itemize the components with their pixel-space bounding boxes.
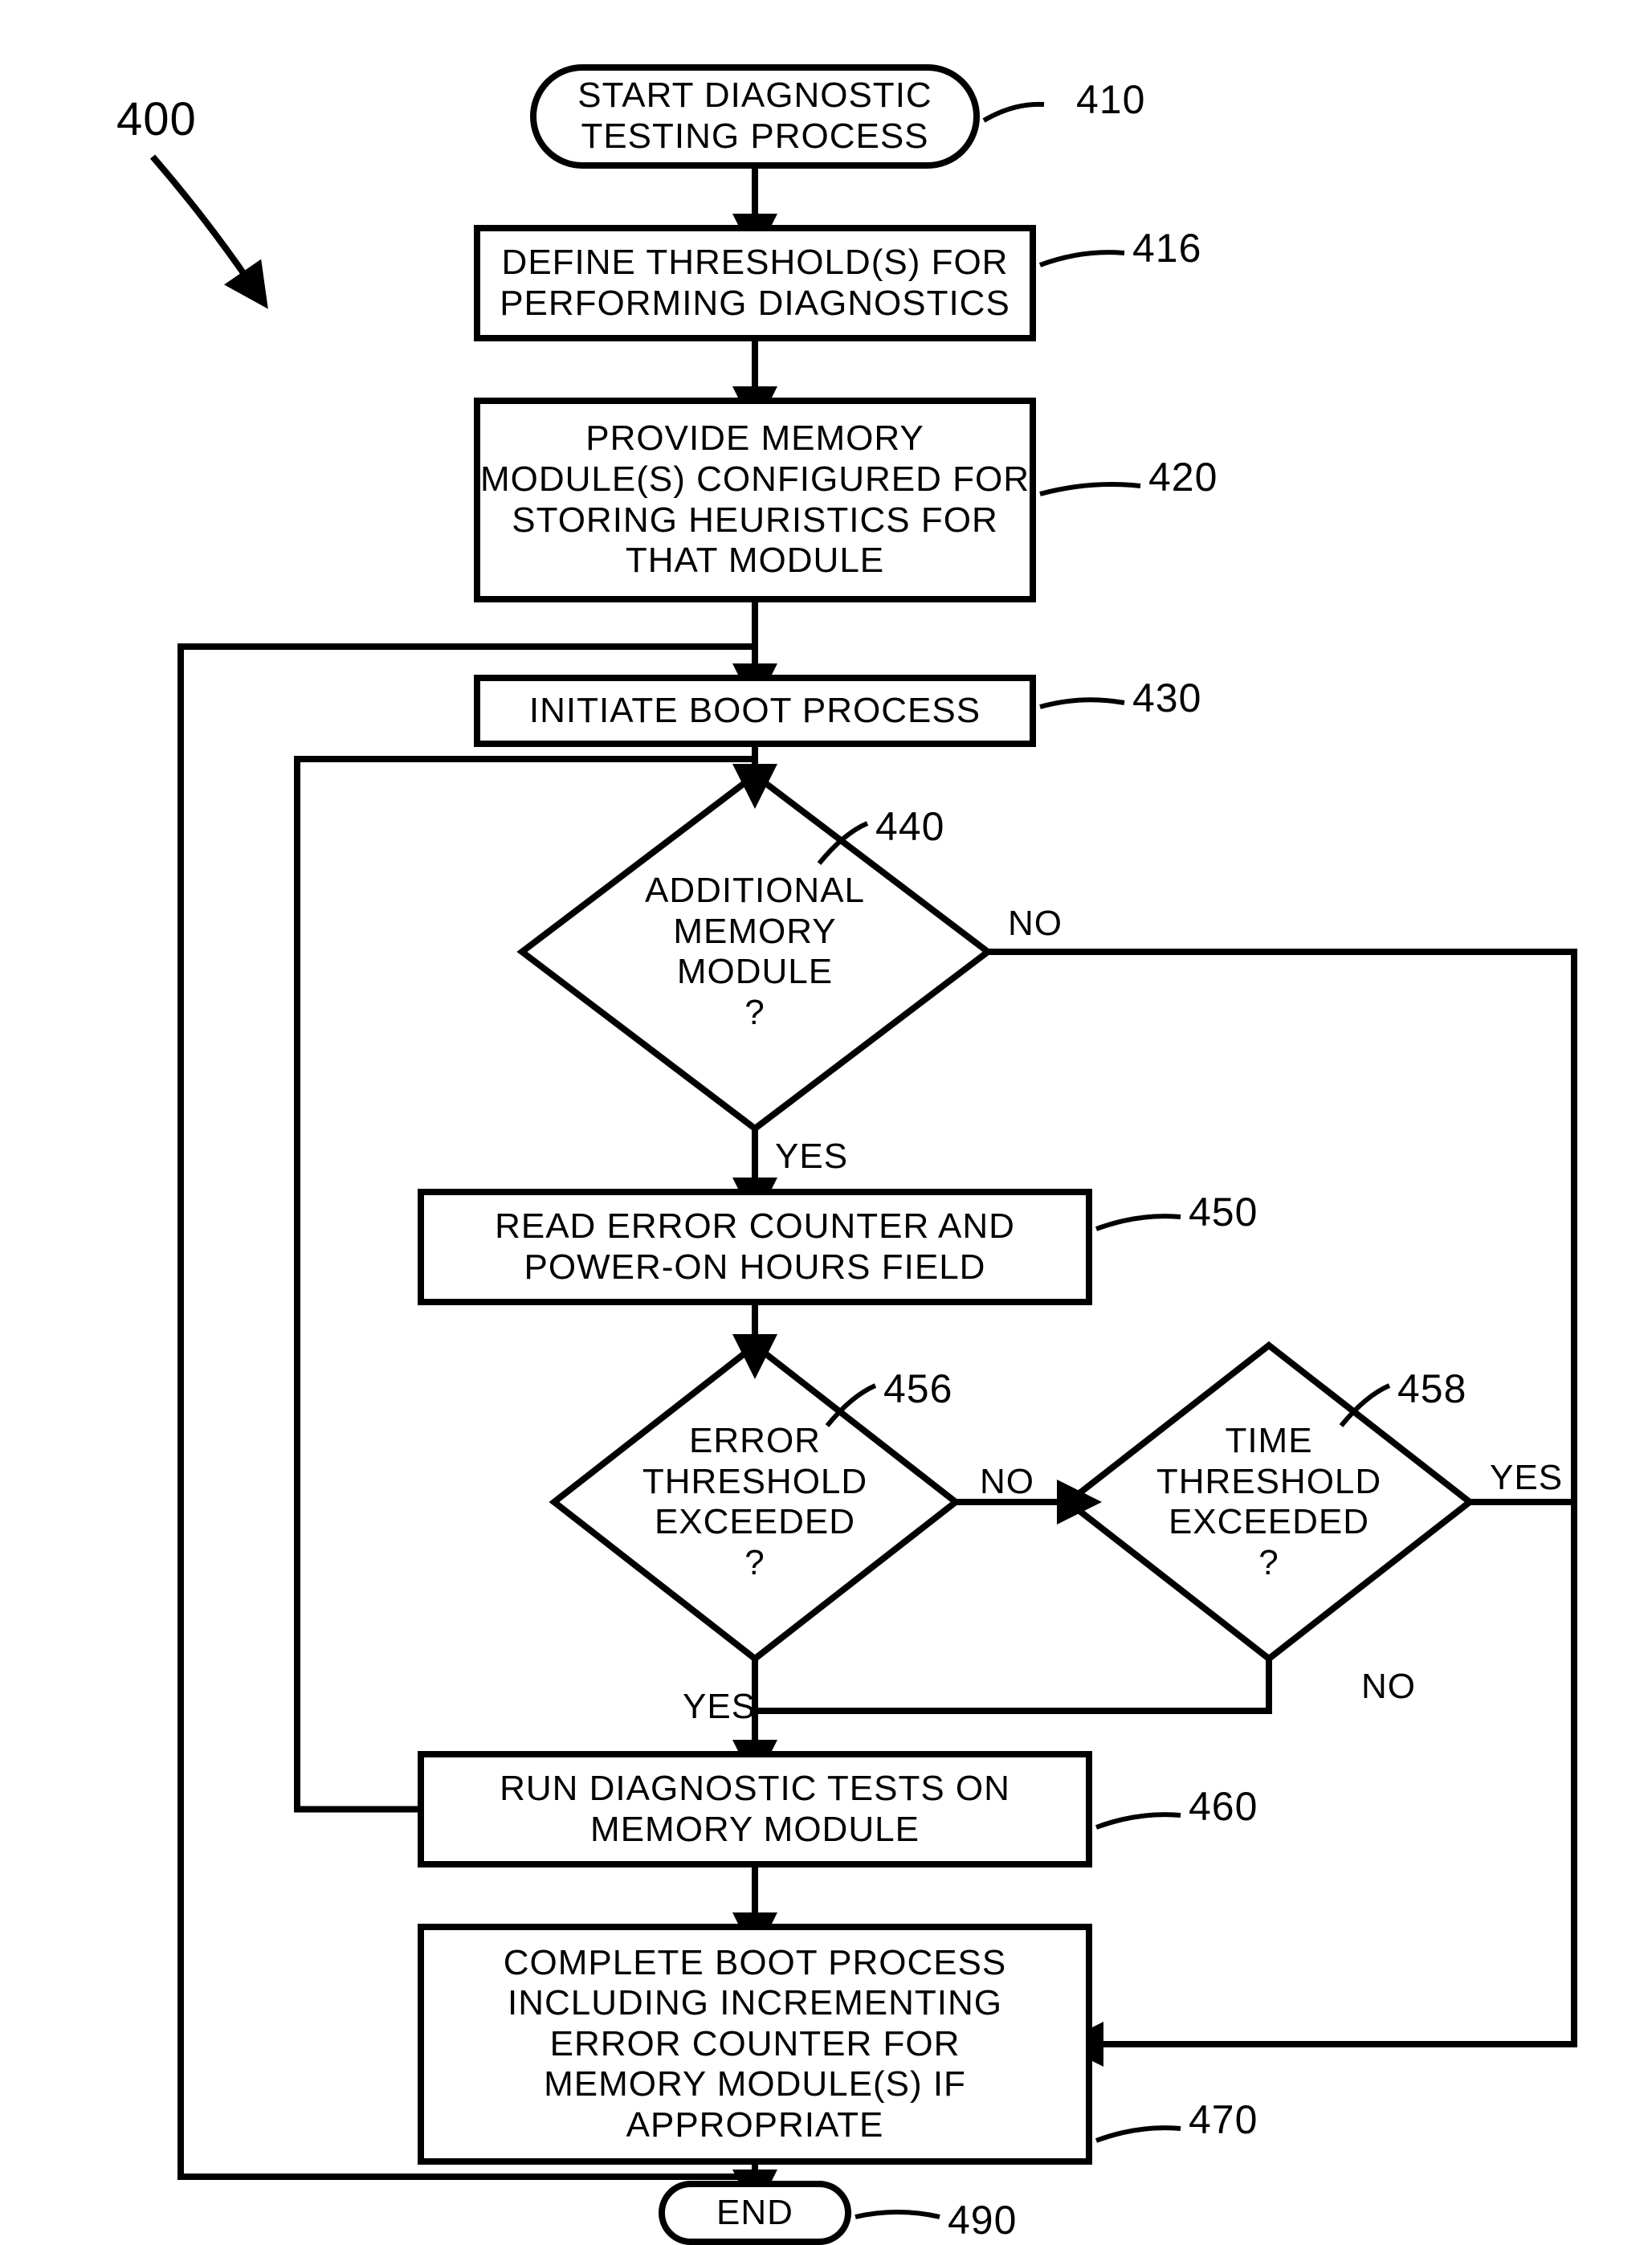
flow-node-n420: PROVIDE MEMORYMODULE(S) CONFIGURED FORST… [474, 398, 1036, 602]
flow-node-end: END [659, 2181, 851, 2245]
edge-label-3: YES [1490, 1458, 1563, 1498]
edge-label-4: NO [1361, 1667, 1416, 1707]
node-label-start: 410 [1076, 76, 1145, 123]
flow-node-n460: RUN DIAGNOSTIC TESTS ONMEMORY MODULE [418, 1751, 1092, 1867]
node-label-n458: 458 [1397, 1365, 1466, 1412]
node-label-n420: 420 [1148, 454, 1218, 500]
node-label-n416: 416 [1132, 225, 1201, 271]
flow-node-n416: DEFINE THRESHOLD(S) FORPERFORMING DIAGNO… [474, 225, 1036, 341]
node-label-n456: 456 [883, 1365, 952, 1412]
flow-node-n456: ERRORTHRESHOLDEXCEEDED? [642, 1421, 867, 1583]
node-label-n470: 470 [1189, 2096, 1258, 2143]
edge-label-2: NO [980, 1462, 1034, 1502]
node-label-n450: 450 [1189, 1189, 1258, 1235]
flow-node-n450: READ ERROR COUNTER ANDPOWER-ON HOURS FIE… [418, 1189, 1092, 1305]
flow-node-n458: TIMETHRESHOLDEXCEEDED? [1156, 1421, 1381, 1583]
flow-node-start: START DIAGNOSTICTESTING PROCESS [530, 64, 980, 169]
edge-label-1: YES [775, 1137, 848, 1177]
node-label-n460: 460 [1189, 1783, 1258, 1830]
figure-reference: 400 [116, 92, 197, 146]
edge-label-5: YES [683, 1687, 756, 1727]
flow-node-n430: INITIATE BOOT PROCESS [474, 675, 1036, 747]
node-label-n430: 430 [1132, 675, 1201, 721]
flow-node-n440: ADDITIONALMEMORYMODULE? [645, 871, 865, 1033]
edge-label-0: NO [1008, 904, 1063, 944]
flow-node-n470: COMPLETE BOOT PROCESSINCLUDING INCREMENT… [418, 1924, 1092, 2165]
node-label-end: 490 [948, 2197, 1017, 2243]
node-label-n440: 440 [875, 803, 944, 850]
